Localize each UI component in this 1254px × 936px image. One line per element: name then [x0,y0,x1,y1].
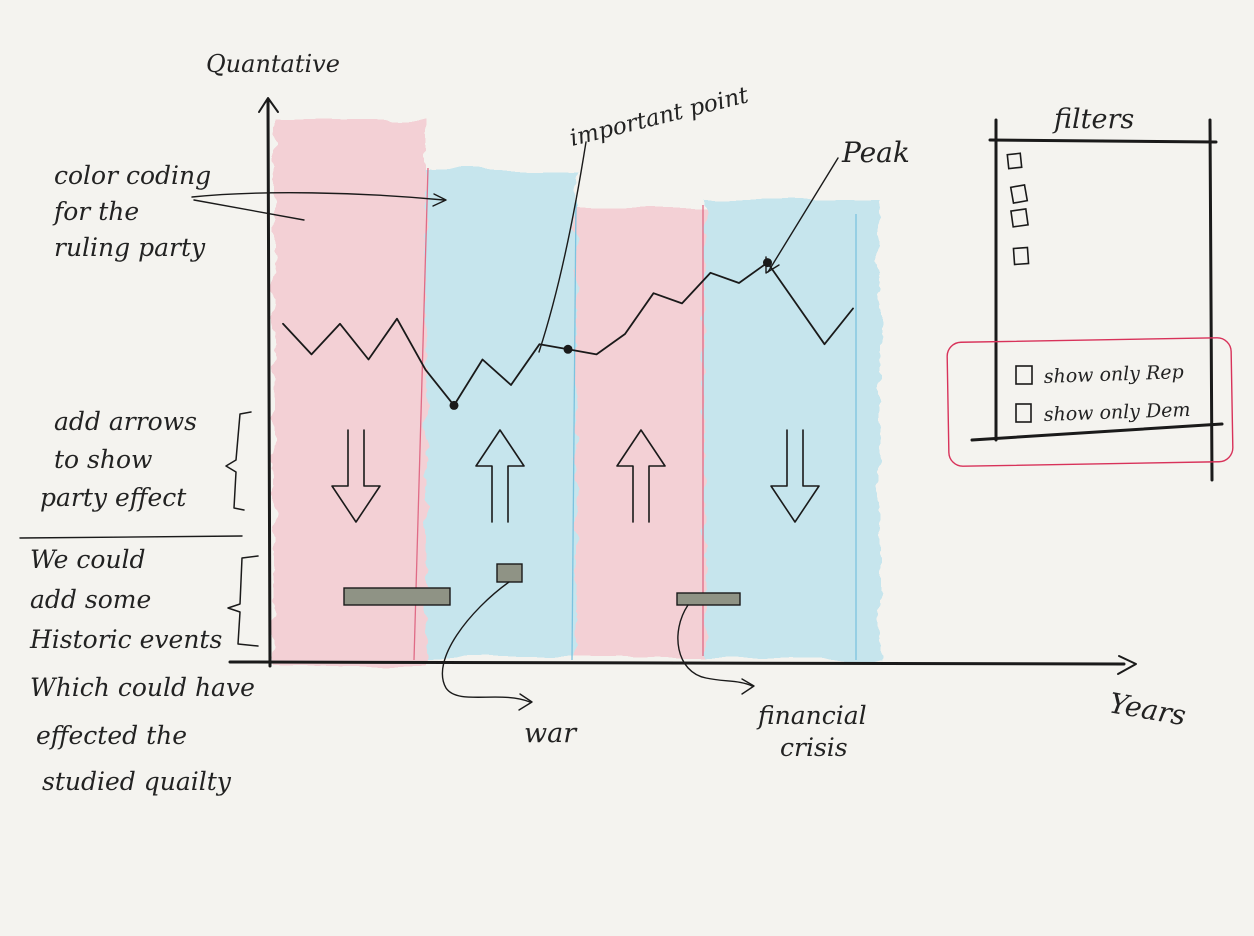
up-arrow-icon [475,429,525,523]
placeholder-checkbox[interactable] [1009,183,1029,205]
y-axis-arrowhead [258,97,279,113]
show-only-dem-label: show only Dem [1043,399,1190,426]
peak-label: Peak [841,136,910,169]
note-line: ruling party [54,233,206,262]
peak-leader [767,157,839,273]
note-line: for the [52,197,139,226]
filters-placeholder-checkboxes [1006,152,1030,266]
event-bar-financial-crisis [676,592,741,606]
x-axis-label: Years [1107,686,1189,732]
placeholder-checkbox[interactable] [1012,246,1030,266]
note-line: studied quailty [42,767,232,796]
show-only-rep-label: show only Rep [1043,361,1184,388]
color-coding-pointer [191,192,445,201]
filters-panel-top [988,138,1218,144]
peak-arrowhead [765,256,780,274]
filters-panel-right [1208,118,1214,482]
down-arrow-icon [770,429,820,523]
show-only-dem-checkbox[interactable] [1015,403,1032,423]
show-only-rep-checkbox[interactable] [1015,365,1033,385]
important-point-label: important point [567,82,752,152]
note-line: add some [30,585,151,614]
series-points [449,258,772,410]
note-line: effected the [36,721,187,750]
financial-crisis-label: financial [756,701,867,730]
note-line: party effect [40,483,187,512]
placeholder-checkbox[interactable] [1010,208,1029,228]
crisis-arrowhead [741,678,755,695]
note-line: to show [54,445,152,474]
filter-option-dem[interactable]: show only Dem [1015,399,1191,426]
event-bar [343,587,451,606]
filters-panel: filters show only Rep show only Dem [946,104,1234,482]
event-bars [343,563,741,606]
period-divider [413,167,429,661]
events-note: We could add some Historic events Which … [29,545,255,796]
color-coding-note: color coding for the ruling party [52,161,211,262]
war-leader [441,581,531,703]
down-arrow-icon [331,429,381,523]
chart-axes [228,97,1137,675]
dem-period-band [704,200,880,658]
arrows-note: add arrows to show party effect [40,407,197,512]
note-line: We could [30,545,146,574]
x-axis [228,660,1126,666]
rep-period-band [274,118,426,666]
party-bands [274,118,880,666]
annotation-strokes [19,141,839,711]
event-bar-war [496,563,523,583]
section-divider [19,535,243,539]
war-arrowhead [518,693,533,711]
x-axis-arrowhead [1117,655,1137,675]
placeholder-checkbox[interactable] [1006,152,1023,170]
dem-period-band [426,170,576,658]
marked-point [763,258,772,268]
events-note-brace [227,555,259,647]
color-coding-arrowhead [432,193,447,207]
period-divider [571,199,577,661]
financial-crisis-label: crisis [780,733,848,762]
y-axis [266,98,272,668]
marked-point [563,344,573,354]
marked-point [449,400,459,410]
war-label: war [524,718,578,749]
party-effect-arrows [331,429,820,523]
color-coding-pointer [193,199,305,221]
important-point-leader [538,141,587,353]
up-arrow-icon [616,429,666,523]
note-line: add arrows [54,407,197,436]
filters-title: filters [1052,104,1134,135]
y-axis-label: Quantative [206,50,340,78]
filters-panel-bottom [970,422,1224,442]
note-line: Historic events [29,625,222,654]
note-line: Which could have [30,673,255,702]
filter-option-rep[interactable]: show only Rep [1015,361,1184,388]
note-line: color coding [54,161,211,190]
filters-highlight-frame [946,337,1234,467]
arrows-note-brace [225,411,252,511]
crisis-leader [677,604,753,687]
